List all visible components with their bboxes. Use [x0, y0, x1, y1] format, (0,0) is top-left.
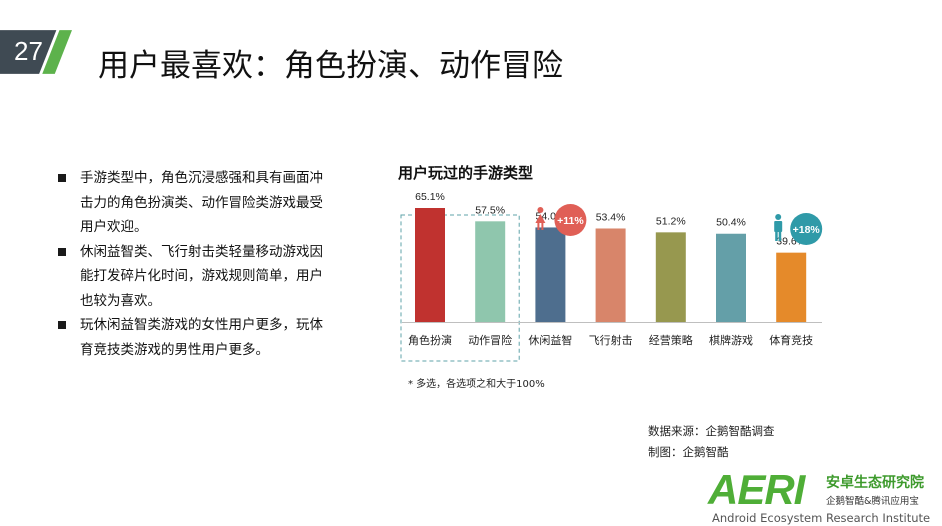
bar-value-label: 51.2% — [656, 215, 686, 227]
bar-value-label: 53.4% — [596, 211, 626, 223]
bullet-item: 休闲益智类、飞行射击类轻量移动游戏因能打发碎片化时间，游戏规则简单，用户也较为喜… — [58, 240, 328, 314]
bar-value-label: 65.1% — [415, 191, 445, 203]
callout-label: +11% — [557, 215, 584, 227]
source-note: 数据来源：企鹅智酷调查 制图：企鹅智酷 — [648, 421, 775, 463]
bar — [716, 233, 746, 322]
male-icon — [774, 214, 783, 241]
bar — [535, 227, 566, 322]
bar — [655, 232, 686, 322]
category-label: 棋牌游戏 — [709, 333, 753, 347]
bullet-list: 手游类型中，角色沉浸感强和具有画面冲击力的角色扮演类、动作冒险类游戏最受用户欢迎… — [58, 166, 328, 362]
bar-value-label: 57.5% — [475, 204, 505, 216]
bullet-item: 手游类型中，角色沉浸感强和具有画面冲击力的角色扮演类、动作冒险类游戏最受用户欢迎… — [58, 166, 328, 240]
logo-cn-partners: 企鹅智酷&腾讯应用宝 — [826, 496, 919, 507]
page-title: 用户最喜欢：角色扮演、动作冒险 — [98, 48, 563, 84]
category-label: 体育竞技 — [769, 333, 813, 347]
bar — [776, 252, 807, 322]
highlight-box — [400, 214, 520, 362]
callout-circle — [554, 204, 587, 236]
callout-circle — [790, 213, 823, 245]
bar-value-label: 50.4% — [716, 217, 746, 229]
bar — [415, 208, 445, 322]
female-icon — [535, 207, 546, 230]
source-line: 数据来源：企鹅智酷调查 — [648, 424, 775, 438]
credit-line: 制图：企鹅智酷 — [648, 445, 729, 459]
page-number-badge — [0, 30, 72, 74]
chart-title: 用户玩过的手游类型 — [398, 164, 534, 182]
category-label: 经营策略 — [649, 333, 693, 347]
bar — [595, 228, 626, 322]
logo-en-name: Android Ecosystem Research Institute — [712, 511, 931, 525]
page-number: 27 — [14, 36, 43, 66]
category-label: 角色扮演 — [408, 333, 452, 347]
logo-mark: AERI — [708, 466, 805, 513]
aeri-logo: AERI 安卓生态研究院 企鹅智酷&腾讯应用宝 Android Ecosyste… — [708, 468, 940, 526]
bullet-item: 玩休闲益智类游戏的女性用户更多，玩体育竞技类游戏的男性用户更多。 — [58, 313, 328, 362]
category-label: 飞行射击 — [589, 333, 633, 347]
category-label: 动作冒险 — [468, 333, 512, 347]
bar — [475, 221, 506, 322]
callout-label: +18% — [793, 224, 821, 236]
logo-cn-name: 安卓生态研究院 — [826, 475, 924, 491]
chart-footnote: * 多选，各选项之和大于100% — [408, 379, 545, 390]
category-label: 休闲益智 — [528, 333, 572, 347]
